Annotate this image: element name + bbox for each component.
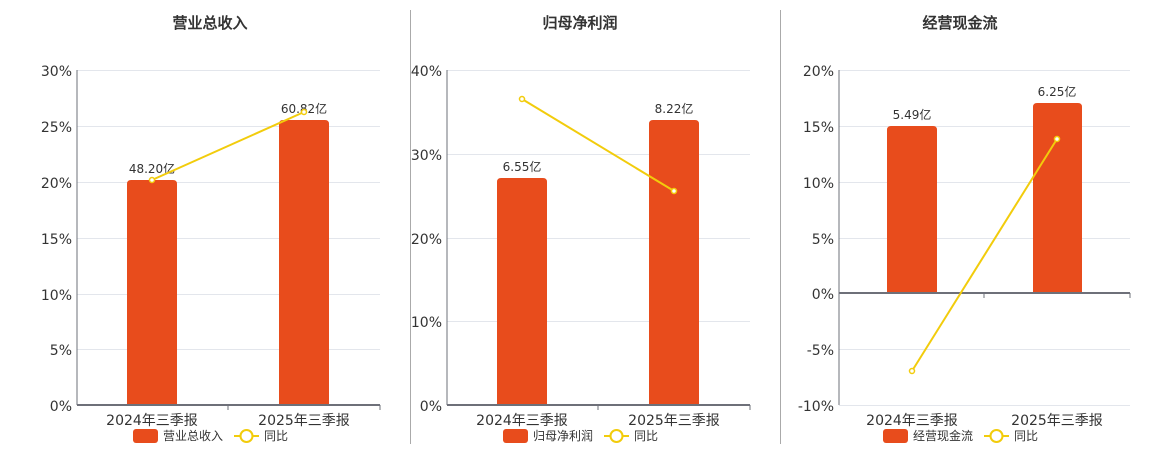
y-axis-ticks: 30% 25% 20% 15% 10% 5% 0%	[41, 64, 72, 415]
legend[interactable]: 经营现金流 同比	[883, 428, 1038, 443]
y-axis-ticks: 20% 15% 10% 5% 0% -5% -10%	[798, 64, 834, 415]
legend-bar-swatch	[133, 429, 158, 443]
bar-value-label: 6.25亿	[1038, 84, 1077, 99]
svg-text:0%: 0%	[812, 287, 834, 303]
svg-text:30%: 30%	[41, 64, 72, 80]
svg-text:10%: 10%	[803, 176, 834, 192]
bar-value-label: 60.82亿	[281, 101, 327, 116]
bar-value-label: 48.20亿	[129, 161, 175, 176]
yoy-point[interactable]	[908, 367, 916, 375]
bar-2025[interactable]	[649, 120, 699, 405]
svg-text:0%: 0%	[50, 399, 72, 415]
x-tick-label: 2024年三季报	[866, 413, 958, 429]
svg-text:40%: 40%	[411, 64, 442, 80]
svg-text:20%: 20%	[411, 232, 442, 248]
svg-text:-10%: -10%	[798, 399, 834, 415]
svg-text:15%: 15%	[41, 232, 72, 248]
bar-2024[interactable]	[127, 180, 177, 405]
bar-2024[interactable]	[887, 126, 937, 293]
y-axis-ticks: 40% 30% 20% 10% 0%	[411, 64, 442, 415]
svg-text:10%: 10%	[41, 288, 72, 304]
net-profit-chart: 归母净利润 40% 30% 20% 10% 0% 6.55亿 8.22亿 202…	[411, 14, 751, 443]
cash-flow-chart: 经营现金流 20% 15% 10% 5% 0% -5% -10% 5.49亿 6…	[798, 14, 1131, 443]
legend-bar-swatch	[503, 429, 528, 443]
panel-divider	[410, 10, 411, 444]
legend-label: 营业总收入	[163, 429, 223, 443]
legend[interactable]: 营业总收入 同比	[133, 429, 288, 443]
yoy-point[interactable]	[1053, 135, 1061, 143]
yoy-line	[151, 111, 305, 181]
yoy-line	[911, 138, 1058, 372]
yoy-point[interactable]	[300, 108, 308, 116]
revenue-chart: 营业总收入 30% 25% 20% 15% 10% 5% 0% 48.20亿 6…	[41, 14, 381, 443]
yoy-point[interactable]	[148, 176, 156, 184]
x-tick-label: 2024年三季报	[106, 413, 198, 429]
svg-text:5%: 5%	[812, 232, 834, 248]
legend-label: 同比	[1014, 429, 1038, 443]
legend-label: 经营现金流	[913, 428, 973, 443]
panel-divider	[780, 10, 781, 444]
bar-value-label: 5.49亿	[893, 107, 932, 122]
chart-panel-operating-cash-flow: 经营现金流 20% 15% 10% 5% 0% -5% -10% 5.49亿 6…	[762, 0, 1160, 450]
x-tick-label: 2025年三季报	[628, 413, 720, 429]
chart-title: 归母净利润	[542, 14, 617, 32]
svg-text:25%: 25%	[41, 120, 72, 136]
grid-lines	[77, 70, 380, 350]
x-tick-label: 2025年三季报	[258, 413, 350, 429]
x-tick-label: 2024年三季报	[476, 413, 568, 429]
chart-panel-net-profit: 归母净利润 40% 30% 20% 10% 0% 6.55亿 8.22亿 202…	[370, 0, 770, 450]
svg-text:15%: 15%	[803, 120, 834, 136]
grid-lines	[839, 70, 1130, 406]
svg-text:10%: 10%	[411, 315, 442, 331]
legend-label: 同比	[264, 429, 288, 443]
yoy-point[interactable]	[518, 95, 526, 103]
yoy-point[interactable]	[670, 187, 678, 195]
svg-text:20%: 20%	[803, 64, 834, 80]
grid-lines	[447, 70, 750, 322]
bar-2024[interactable]	[497, 178, 547, 405]
svg-text:0%: 0%	[420, 399, 442, 415]
legend-bar-swatch	[883, 429, 908, 443]
svg-text:-5%: -5%	[807, 343, 834, 359]
x-tick-label: 2025年三季报	[1011, 413, 1103, 429]
legend[interactable]: 归母净利润 同比	[503, 429, 658, 443]
legend-label: 同比	[634, 429, 658, 443]
bar-value-label: 6.55亿	[503, 159, 542, 174]
svg-text:5%: 5%	[50, 343, 72, 359]
bar-2025[interactable]	[279, 120, 329, 405]
bar-2025[interactable]	[1033, 103, 1082, 293]
svg-text:20%: 20%	[41, 176, 72, 192]
legend-label: 归母净利润	[533, 429, 593, 443]
chart-panel-revenue: 营业总收入 30% 25% 20% 15% 10% 5% 0% 48.20亿 6…	[0, 0, 400, 450]
chart-title: 营业总收入	[172, 14, 247, 32]
yoy-line	[521, 98, 675, 192]
svg-text:30%: 30%	[411, 148, 442, 164]
bar-value-label: 8.22亿	[655, 101, 694, 116]
chart-title: 经营现金流	[922, 14, 997, 32]
